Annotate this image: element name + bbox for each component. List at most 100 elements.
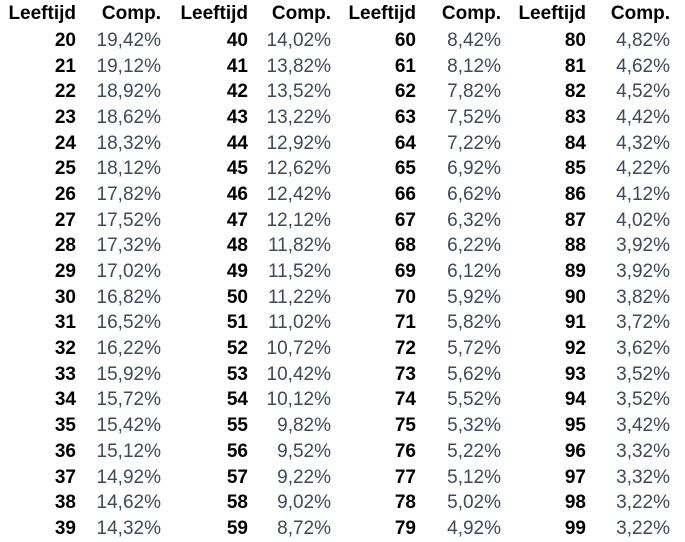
age-cell: 50 — [226, 286, 248, 308]
table-row: 85 4,22% — [510, 156, 680, 182]
age-cell: 80 — [564, 29, 586, 51]
comp-cell: 4,02% — [616, 209, 670, 231]
comp-cell: 18,32% — [96, 132, 161, 154]
comp-cell: 6,32% — [447, 209, 501, 231]
comp-cell: 11,02% — [267, 312, 331, 334]
comp-cell: 5,22% — [447, 440, 501, 462]
comp-cell: 5,02% — [447, 492, 501, 514]
header-comp: Comp. — [610, 3, 670, 24]
comp-cell: 4,52% — [616, 81, 670, 103]
age-cell: 94 — [564, 389, 586, 411]
table-row: 80 4,82% — [510, 28, 680, 54]
age-cell: 61 — [394, 55, 416, 77]
table-row: 41 13,82% — [170, 54, 340, 80]
comp-cell: 7,52% — [447, 106, 501, 128]
comp-cell: 8,12% — [447, 55, 501, 77]
age-cell: 51 — [226, 312, 248, 334]
age-cell: 20 — [54, 29, 76, 51]
header-leeftijd: Leeftijd — [180, 3, 248, 24]
header-row: Leeftijd Comp. — [340, 0, 510, 28]
column-group-1: Leeftijd Comp. 20 19,42% 21 19,12% 22 18,92% 23 1… — [0, 0, 170, 542]
comp-cell: 7,22% — [447, 132, 501, 154]
comp-cell: 13,82% — [266, 55, 331, 77]
age-cell: 98 — [564, 492, 586, 514]
comp-cell: 3,52% — [616, 363, 670, 385]
age-cell: 93 — [564, 363, 586, 385]
age-cell: 33 — [54, 363, 76, 385]
comp-cell: 15,92% — [96, 363, 161, 385]
table-row: 28 17,32% — [0, 234, 170, 260]
age-cell: 63 — [394, 106, 416, 128]
comp-cell: 14,92% — [96, 466, 161, 488]
table-row: 44 12,92% — [170, 131, 340, 157]
table-row: 58 9,02% — [170, 490, 340, 516]
table-row: 73 5,62% — [340, 362, 510, 388]
age-cell: 64 — [394, 132, 416, 154]
age-cell: 99 — [564, 517, 586, 539]
age-cell: 24 — [54, 132, 76, 154]
table-row: 79 4,92% — [340, 516, 510, 542]
age-cell: 38 — [54, 492, 76, 514]
comp-cell: 11,52% — [267, 261, 331, 283]
table-row: 75 5,32% — [340, 413, 510, 439]
table-row: 53 10,42% — [170, 362, 340, 388]
table-row: 70 5,92% — [340, 285, 510, 311]
age-cell: 84 — [564, 132, 586, 154]
table-row: 63 7,52% — [340, 105, 510, 131]
comp-cell: 8,42% — [447, 29, 501, 51]
table-row: 61 8,12% — [340, 54, 510, 80]
table-row: 59 8,72% — [170, 516, 340, 542]
comp-cell: 6,22% — [447, 235, 501, 257]
comp-cell: 11,82% — [267, 235, 331, 257]
header-row: Leeftijd Comp. — [0, 0, 170, 28]
header-comp: Comp. — [101, 3, 161, 24]
table-row: 49 11,52% — [170, 259, 340, 285]
table-row: 72 5,72% — [340, 336, 510, 362]
age-cell: 81 — [564, 55, 586, 77]
comp-cell: 3,22% — [616, 492, 670, 514]
table-row: 60 8,42% — [340, 28, 510, 54]
age-cell: 67 — [394, 209, 416, 231]
comp-cell: 12,92% — [266, 132, 331, 154]
age-cell: 59 — [226, 517, 248, 539]
age-cell: 97 — [564, 466, 586, 488]
table-row: 71 5,82% — [340, 311, 510, 337]
header-comp: Comp. — [271, 3, 331, 24]
age-cell: 52 — [226, 338, 248, 360]
age-cell: 73 — [394, 363, 416, 385]
age-cell: 44 — [226, 132, 248, 154]
age-cell: 49 — [226, 261, 248, 283]
comp-cell: 19,12% — [96, 55, 161, 77]
table-row: 50 11,22% — [170, 285, 340, 311]
age-cell: 79 — [394, 517, 416, 539]
age-cell: 22 — [54, 81, 76, 103]
comp-cell: 16,52% — [96, 312, 161, 334]
comp-cell: 16,82% — [96, 286, 161, 308]
comp-cell: 5,72% — [447, 338, 501, 360]
comp-cell: 16,22% — [96, 338, 161, 360]
comp-cell: 4,82% — [616, 29, 670, 51]
age-cell: 76 — [394, 440, 416, 462]
comp-cell: 14,32% — [96, 517, 161, 539]
table-row: 27 17,52% — [0, 208, 170, 234]
table-row: 83 4,42% — [510, 105, 680, 131]
column-group-4: Leeftijd Comp. 80 4,82% 81 4,62% 82 4,52% 83 4,42… — [510, 0, 680, 542]
comp-cell: 5,92% — [447, 286, 501, 308]
comp-cell: 19,42% — [96, 29, 161, 51]
table-row: 77 5,12% — [340, 465, 510, 491]
table-row: 51 11,02% — [170, 311, 340, 337]
table-row: 23 18,62% — [0, 105, 170, 131]
table-row: 54 10,12% — [170, 388, 340, 414]
comp-cell: 10,12% — [266, 389, 331, 411]
table-row: 55 9,82% — [170, 413, 340, 439]
age-cell: 35 — [54, 415, 76, 437]
comp-cell: 7,82% — [447, 81, 501, 103]
comp-cell: 10,42% — [266, 363, 331, 385]
table-row: 97 3,32% — [510, 465, 680, 491]
age-cell: 32 — [54, 338, 76, 360]
comp-cell: 3,32% — [616, 440, 670, 462]
age-cell: 87 — [564, 209, 586, 231]
comp-cell: 9,22% — [277, 466, 331, 488]
header-leeftijd: Leeftijd — [348, 3, 416, 24]
age-cell: 25 — [54, 158, 76, 180]
